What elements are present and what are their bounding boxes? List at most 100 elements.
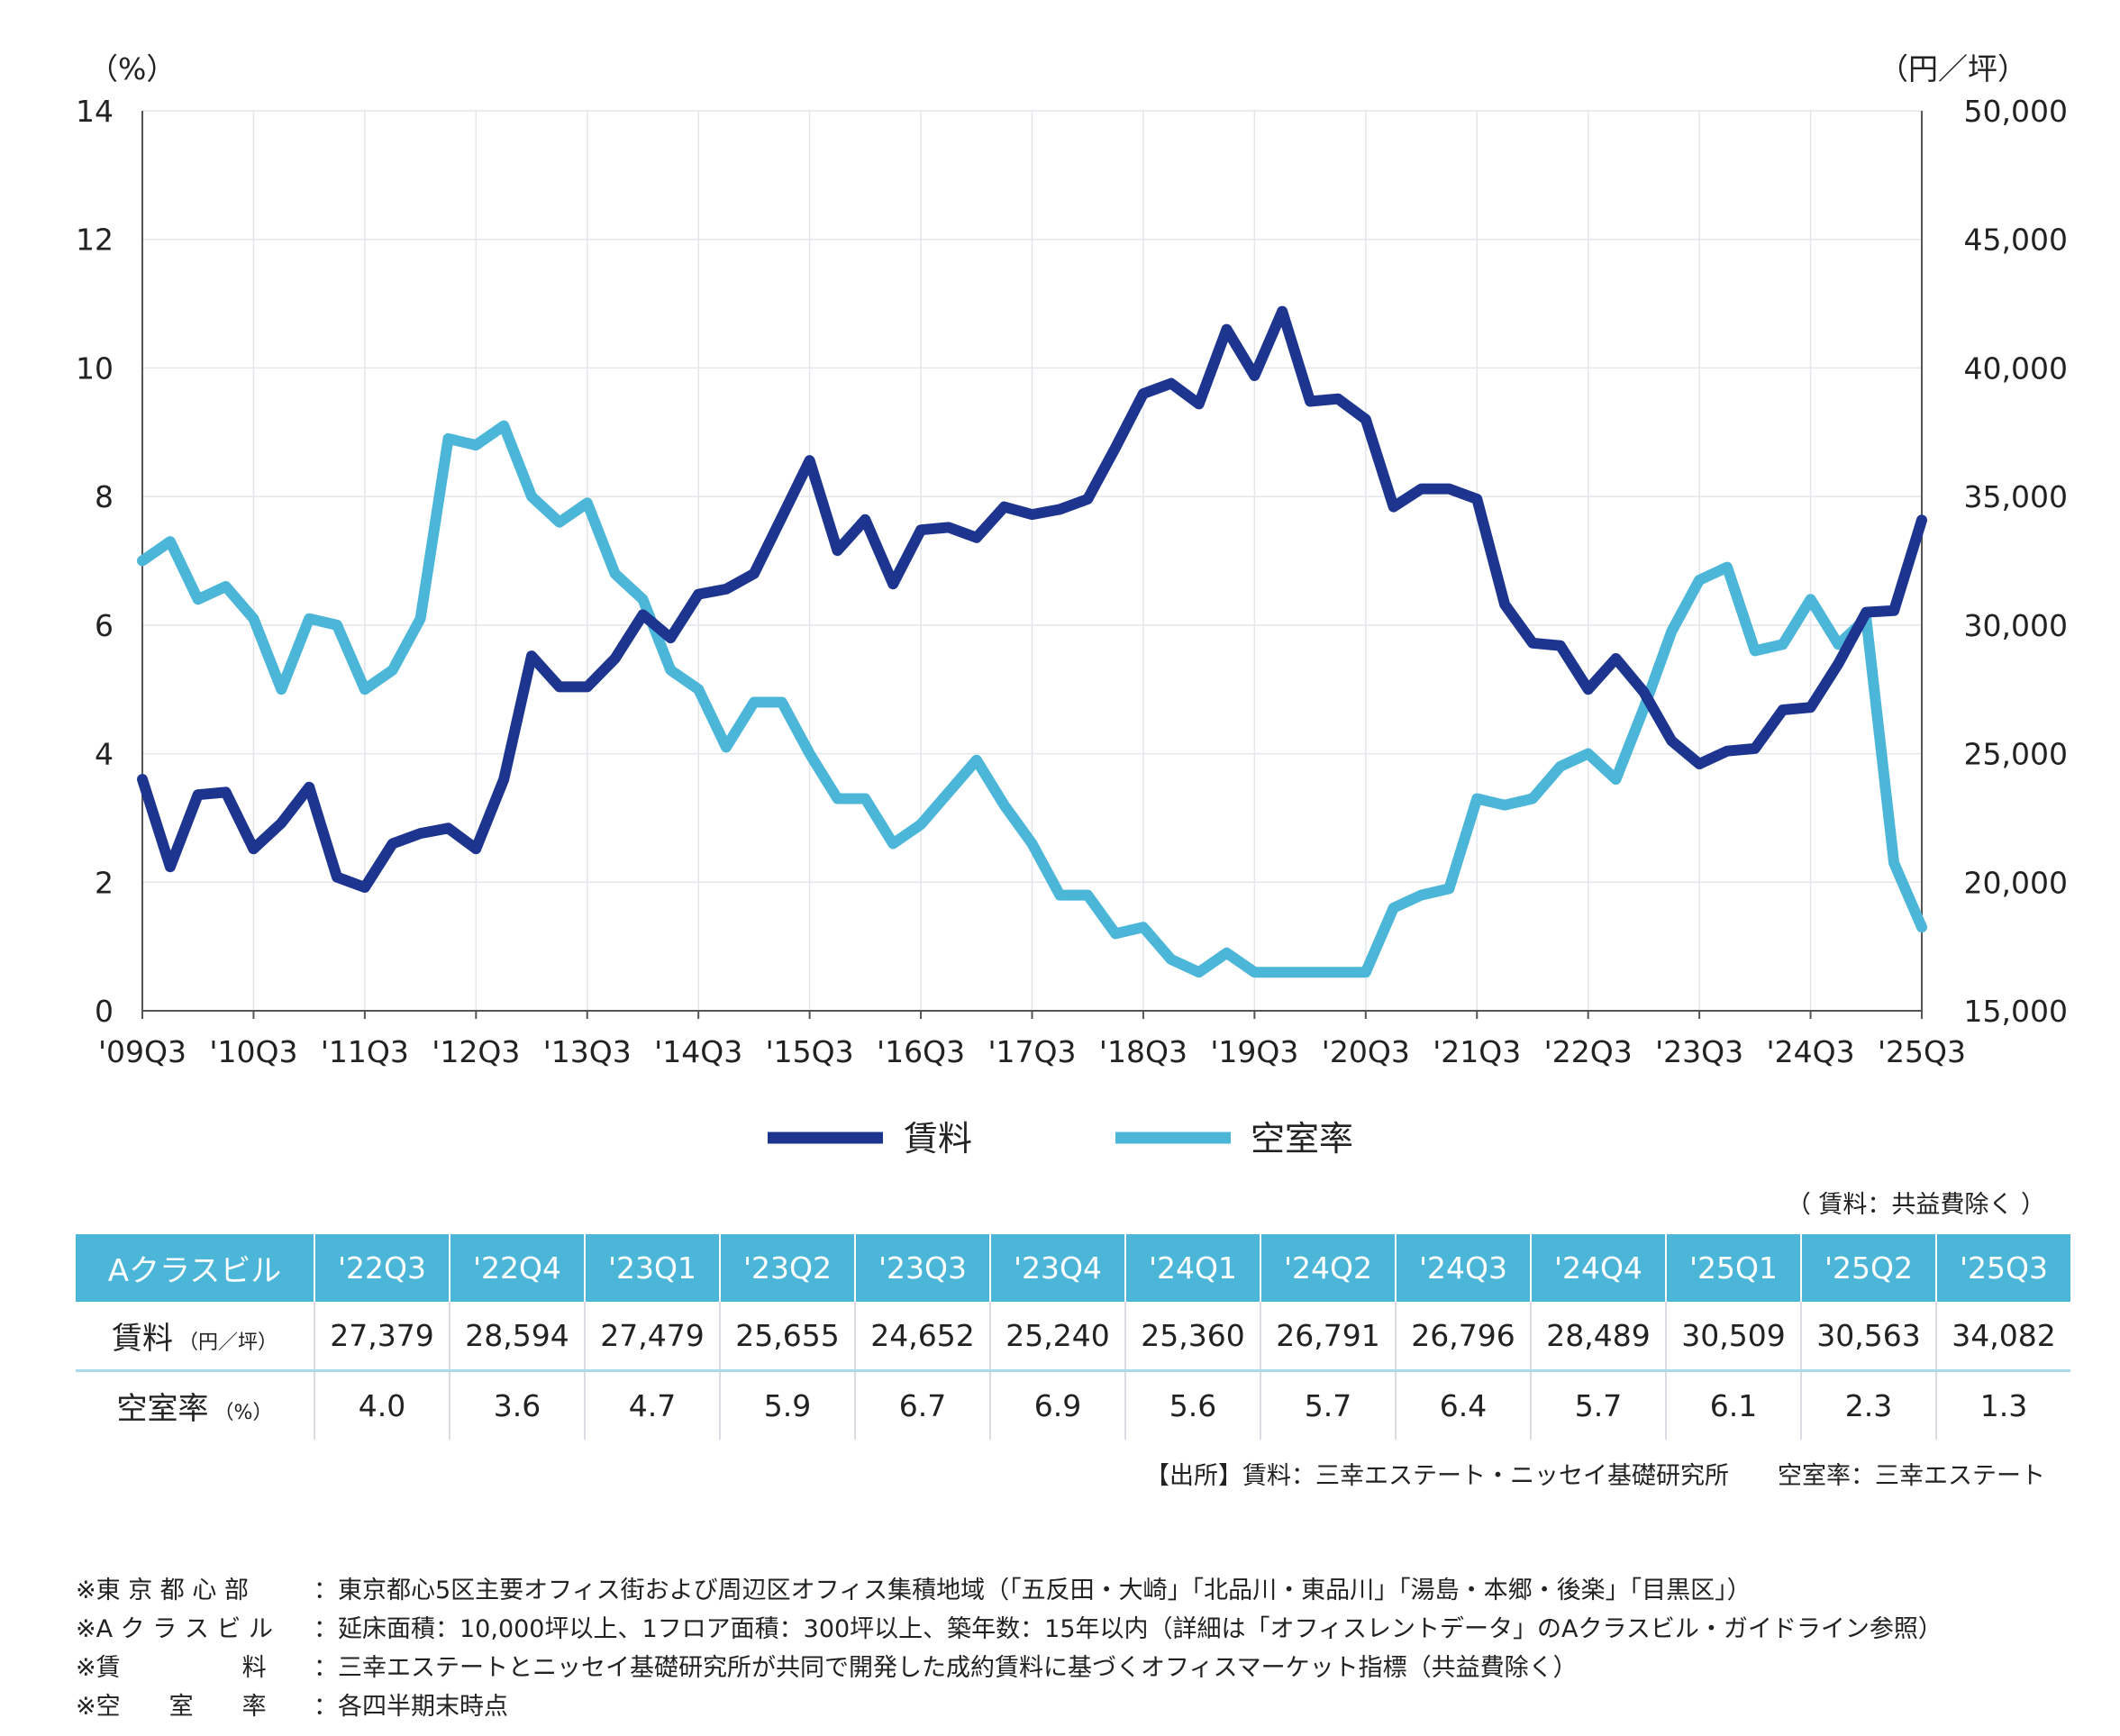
table-cell-vacancy: 3.6 xyxy=(450,1370,586,1440)
footnote-text: ：延床面積：10,000坪以上、1フロア面積：300坪以上、築年数：15年以内（… xyxy=(314,1615,1943,1643)
y-left-tick-label: 10 xyxy=(76,350,114,386)
footnote-text: ：東京都心5区主要オフィス街および周辺区オフィス集積地域（「五反田・大崎」「北品… xyxy=(314,1577,1752,1604)
table-header-period: '24Q1 xyxy=(1125,1234,1261,1302)
y-left-tick-label: 12 xyxy=(76,223,114,258)
chart-gridlines xyxy=(142,110,1922,1011)
x-tick-label: '13Q3 xyxy=(543,1034,632,1069)
table-row-label-vacancy: 空室率 （%） xyxy=(76,1370,315,1440)
line-chart: 0 2 4 6 8 10 12 14 15,000 20,000 25,000 30,000 35,0… xyxy=(76,51,2068,1159)
x-tick-label: '20Q3 xyxy=(1322,1034,1410,1069)
table-header-period: '24Q2 xyxy=(1260,1234,1397,1302)
x-tick-label: '24Q3 xyxy=(1767,1034,1855,1069)
table-cell-rent: 25,240 xyxy=(990,1302,1126,1372)
table-cell-rent: 28,594 xyxy=(450,1302,586,1372)
footnote-text: ：各四半期末時点 xyxy=(314,1693,508,1721)
y-left-tick-label: 8 xyxy=(95,479,114,514)
table-cell-vacancy: 5.7 xyxy=(1260,1370,1397,1440)
table-header-period: '22Q3 xyxy=(314,1234,450,1302)
x-tick-label: '12Q3 xyxy=(432,1034,520,1069)
table-cell-vacancy: 6.4 xyxy=(1396,1370,1532,1440)
x-tick-label: '23Q3 xyxy=(1655,1034,1743,1069)
y-right-tick-label: 40,000 xyxy=(1964,350,2068,386)
footnote-key: ※A ク ラ ス ビ ル xyxy=(76,1615,274,1643)
x-tick-label: '22Q3 xyxy=(1544,1034,1633,1069)
table-header-period: '23Q3 xyxy=(855,1234,991,1302)
table-cell-vacancy: 2.3 xyxy=(1801,1370,1937,1440)
legend-label-rent: 賃料 xyxy=(904,1119,972,1159)
footnote-text: ：三幸エステートとニッセイ基礎研究所が共同で開発した成約賃料に基づくオフィスマー… xyxy=(314,1654,1578,1682)
table-header-period: '25Q1 xyxy=(1666,1234,1802,1302)
footnote-line: ※東 京 都 心 部 ：東京都心5区主要オフィス街および周辺区オフィス集積地域（「… xyxy=(76,1570,1752,1605)
footnote-key: ※賃 料 xyxy=(76,1654,267,1682)
x-tick-label: '15Q3 xyxy=(766,1034,854,1069)
table-cell-rent: 34,082 xyxy=(1936,1302,2070,1372)
series-line-rent xyxy=(137,305,1927,893)
y-left-tick-label: 4 xyxy=(95,737,114,772)
table-cell-vacancy: 5.9 xyxy=(720,1370,856,1440)
table-cell-vacancy: 6.1 xyxy=(1666,1370,1802,1440)
table-cell-vacancy: 4.0 xyxy=(314,1370,450,1440)
table-header-period: '25Q2 xyxy=(1801,1234,1937,1302)
y-right-unit: （円／坪） xyxy=(1879,51,2027,86)
source-note: 【出所】賃料：三幸エステート・ニッセイ基礎研究所 空室率：三幸エステート xyxy=(1145,1462,2045,1490)
x-tick-label: '21Q3 xyxy=(1433,1034,1521,1069)
footnote-line: ※空 室 率 ：各四半期末時点 xyxy=(76,1686,508,1722)
footnote-key: ※空 室 率 xyxy=(76,1693,267,1721)
y-left-tick-label: 2 xyxy=(95,865,114,900)
chart-series xyxy=(137,305,1927,978)
y-right-tick-label: 25,000 xyxy=(1964,737,2068,772)
table-header-row: Aクラスビル '22Q3 '22Q4 '23Q1 '23Q2 '23Q3 '23… xyxy=(76,1234,2070,1302)
table-header-period: '24Q3 xyxy=(1396,1234,1532,1302)
y-right-tick-label: 20,000 xyxy=(1964,865,2068,900)
table-cell-rent: 30,509 xyxy=(1666,1302,1802,1372)
table-note: （ 賃料：共益費除く ） xyxy=(1786,1191,2045,1219)
table-cell-vacancy: 1.3 xyxy=(1979,1388,2028,1423)
table-cell-vacancy: 4.7 xyxy=(585,1370,721,1440)
table-cell-vacancy: 6.9 xyxy=(990,1370,1126,1440)
x-tick-label: '19Q3 xyxy=(1210,1034,1298,1069)
table-cell-rent: 25,360 xyxy=(1125,1302,1261,1372)
x-tick-label: '10Q3 xyxy=(209,1034,297,1069)
y-left-unit: （%） xyxy=(88,51,176,86)
table-header-period: '22Q4 xyxy=(450,1234,586,1302)
y-left-tick-label: 14 xyxy=(76,94,114,129)
table-cell-rent: 28,489 xyxy=(1531,1302,1667,1372)
table-row-label-rent: 賃料 （円／坪） xyxy=(76,1302,315,1372)
y-right-tick-label: 15,000 xyxy=(1964,994,2068,1029)
table-header-period: '23Q4 xyxy=(990,1234,1126,1302)
table-cell-vacancy: 6.7 xyxy=(855,1370,991,1440)
y-left-tick-labels: 0 2 4 6 8 10 12 14 xyxy=(76,94,114,1029)
footnote-line: ※A ク ラ ス ビ ル ：延床面積：10,000坪以上、1フロア面積：300坪以… xyxy=(76,1609,1943,1644)
x-tick-label: '16Q3 xyxy=(877,1034,965,1069)
y-right-tick-label: 50,000 xyxy=(1964,94,2068,129)
table-header-period: '23Q2 xyxy=(720,1234,856,1302)
x-tick-label: '25Q3 xyxy=(1878,1034,1966,1069)
chart-legend: 賃料 空室率 xyxy=(768,1119,1353,1159)
table-cell-vacancy: 5.7 xyxy=(1531,1370,1667,1440)
vacancy-label: 空室率 xyxy=(116,1391,209,1427)
table-cell-rent: 27,479 xyxy=(585,1302,721,1372)
table-cell-rent: 30,563 xyxy=(1801,1302,1937,1372)
y-right-tick-label: 30,000 xyxy=(1964,608,2068,643)
table-cell-rent: 24,652 xyxy=(855,1302,991,1372)
series-line-vacancy xyxy=(137,420,1927,978)
vacancy-unit: （%） xyxy=(214,1402,273,1424)
x-tick-labels: '09Q3 '10Q3 '11Q3 '12Q3 '13Q3 '14Q3 '15Q3 '16Q3… xyxy=(98,1034,1966,1069)
x-tick-label: '17Q3 xyxy=(987,1034,1076,1069)
y-left-tick-label: 6 xyxy=(95,608,114,643)
table-row-vacancy: 空室率 （%） 4.0 3.6 4.7 5.9 6.7 6.9 5.6 5.7 6… xyxy=(76,1370,2070,1440)
y-right-tick-label: 45,000 xyxy=(1964,223,2068,258)
y-right-tick-labels: 15,000 20,000 25,000 30,000 35,000 40,000 45,0… xyxy=(1964,94,2068,1029)
table-header-period: '25Q3 xyxy=(1936,1234,2070,1302)
table-header-label: Aクラスビル xyxy=(76,1234,315,1302)
table-cell-rent: 26,796 xyxy=(1396,1302,1532,1372)
table-header-period: '24Q4 xyxy=(1531,1234,1667,1302)
x-tick-label: '11Q3 xyxy=(321,1034,409,1069)
table-cell-rent: 26,791 xyxy=(1260,1302,1397,1372)
rent-unit: （円／坪） xyxy=(177,1332,278,1354)
footnote-line: ※賃 料 ：三幸エステートとニッセイ基礎研究所が共同で開発した成約賃料に基づくオフ… xyxy=(76,1648,1578,1683)
x-tick-label: '14Q3 xyxy=(654,1034,742,1069)
table-cell-rent: 27,379 xyxy=(314,1302,450,1372)
rent-label: 賃料 xyxy=(111,1321,173,1357)
x-tick-label: '18Q3 xyxy=(1099,1034,1187,1069)
